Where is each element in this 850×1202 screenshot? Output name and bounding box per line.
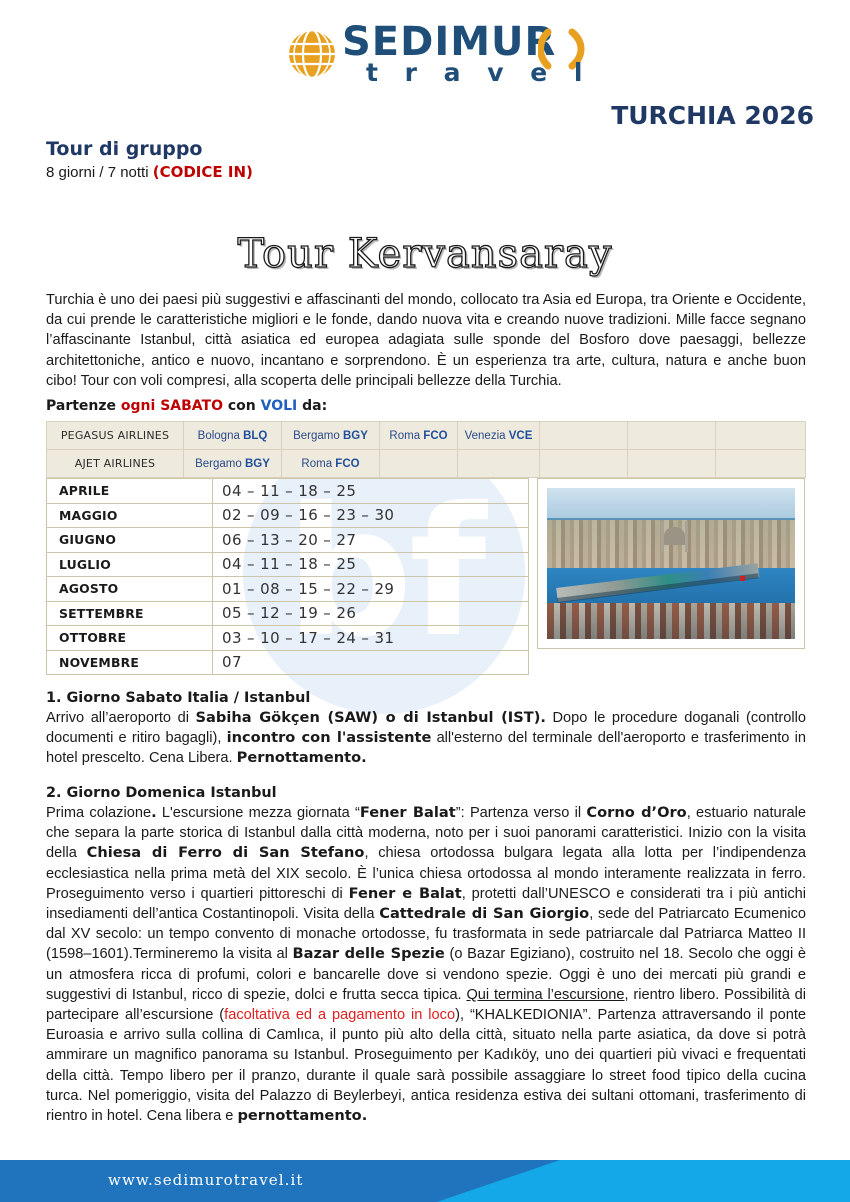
departure-month-row: NOVEMBRE 07 bbox=[46, 649, 529, 675]
tour-code: (CODICE IN) bbox=[152, 163, 253, 181]
departures-with: con bbox=[227, 398, 256, 414]
airline-empty-cell bbox=[379, 449, 458, 478]
month-name-cell: AGOSTO bbox=[46, 576, 213, 602]
photo-foreground-shade bbox=[547, 602, 795, 639]
departure-month-row: LUGLIO 04 – 11 – 18 – 25 bbox=[46, 551, 529, 577]
photo-mosque bbox=[656, 521, 693, 563]
airline-empty-cell bbox=[715, 449, 806, 478]
airline-empty-cell bbox=[539, 421, 628, 450]
day-1-section: 1. Giorno Sabato Italia / Istanbul Arriv… bbox=[46, 690, 806, 769]
departure-month-row: GIUGNO 06 – 13 – 20 – 27 bbox=[46, 527, 529, 553]
destination-year: TURCHIA 2026 bbox=[611, 101, 814, 130]
tour-duration: 8 giorni / 7 notti (CODICE IN) bbox=[46, 163, 253, 181]
month-days-cell: 02 – 09 – 16 – 23 – 30 bbox=[212, 502, 529, 528]
month-name-cell: APRILE bbox=[46, 478, 213, 504]
airline-empty-cell bbox=[539, 449, 628, 478]
photo-minaret-right bbox=[685, 521, 688, 552]
logo-wordmark: SEDIMUR bbox=[342, 19, 557, 65]
departures-label: Partenze ogni SABATO con VOLI da: bbox=[46, 398, 327, 414]
photo-flag bbox=[740, 575, 746, 581]
airline-empty-cell bbox=[715, 421, 806, 450]
page-footer: www.sedimurotravel.it bbox=[0, 1160, 850, 1202]
airline-route-cell: Roma FCO bbox=[379, 421, 458, 450]
month-name-cell: SETTEMBRE bbox=[46, 600, 213, 626]
month-days-cell: 07 bbox=[212, 649, 529, 675]
airline-route-cell: Bergamo BGY bbox=[183, 449, 282, 478]
month-name-cell: OTTOBRE bbox=[46, 625, 213, 651]
intro-paragraph: Turchia è uno dei paesi più suggestivi e… bbox=[46, 292, 806, 389]
airline-route-cell: Bologna BLQ bbox=[183, 421, 282, 450]
airline-empty-cell bbox=[457, 449, 540, 478]
departure-month-row: MAGGIO 02 – 09 – 16 – 23 – 30 bbox=[46, 502, 529, 528]
day-2-section: 2. Giorno Domenica Istanbul Prima colazi… bbox=[46, 785, 806, 1126]
globe-icon bbox=[286, 28, 338, 80]
airline-row: AJET AIRLINES Bergamo BGY Roma FCO bbox=[46, 449, 806, 478]
departures-day: ogni SABATO bbox=[120, 398, 223, 414]
day-1-title: 1. Giorno Sabato Italia / Istanbul bbox=[46, 690, 311, 706]
month-days-cell: 05 – 12 – 19 – 26 bbox=[212, 600, 529, 626]
month-days-cell: 01 – 08 – 15 – 22 – 29 bbox=[212, 576, 529, 602]
month-days-cell: 06 – 13 – 20 – 27 bbox=[212, 527, 529, 553]
departures-from: da: bbox=[302, 398, 328, 414]
month-name-cell: MAGGIO bbox=[46, 502, 213, 528]
duration-text: 8 giorni / 7 notti bbox=[46, 164, 149, 181]
departure-month-row: APRILE 04 – 11 – 18 – 25 bbox=[46, 478, 529, 504]
company-logo: SEDIMUR t r a v e l bbox=[286, 19, 606, 92]
departure-dates-table: APRILE 04 – 11 – 18 – 25 MAGGIO 02 – 09 – 1… bbox=[46, 478, 529, 675]
logo-tagline: t r a v e l bbox=[366, 58, 592, 87]
airline-empty-cell bbox=[627, 421, 716, 450]
photo-minaret-left bbox=[661, 521, 664, 552]
day-2-title: 2. Giorno Domenica Istanbul bbox=[46, 785, 277, 801]
departures-prefix: Partenze bbox=[46, 398, 117, 414]
istanbul-photo-frame bbox=[537, 478, 805, 649]
page-title: Tour Kervansaray bbox=[237, 230, 613, 277]
airline-route-cell: Roma FCO bbox=[281, 449, 380, 478]
month-days-cell: 04 – 11 – 18 – 25 bbox=[212, 551, 529, 577]
departure-month-row: SETTEMBRE 05 – 12 – 19 – 26 bbox=[46, 600, 529, 626]
departure-month-row: OTTOBRE 03 – 10 – 17 – 24 – 31 bbox=[46, 625, 529, 651]
month-name-cell: LUGLIO bbox=[46, 551, 213, 577]
departure-month-row: AGOSTO 01 – 08 – 15 – 22 – 29 bbox=[46, 576, 529, 602]
airline-route-cell: Bergamo BGY bbox=[281, 421, 380, 450]
photo-mosque-dome bbox=[664, 527, 686, 545]
website-url[interactable]: www.sedimurotravel.it bbox=[108, 1171, 304, 1189]
day-2-body: Prima colazione. L'escursione mezza gior… bbox=[46, 804, 807, 1125]
photo-sky bbox=[547, 488, 795, 522]
airlines-table: PEGASUS AIRLINES Bologna BLQ Bergamo BGY Ro… bbox=[46, 421, 806, 478]
airline-row: PEGASUS AIRLINES Bologna BLQ Bergamo BGY Ro… bbox=[46, 421, 806, 450]
day-1-body: Arrivo all’aeroporto di Sabiha Gökçen (S… bbox=[46, 709, 807, 767]
month-name-cell: GIUGNO bbox=[46, 527, 213, 553]
airline-carrier-cell: PEGASUS AIRLINES bbox=[46, 421, 184, 450]
orange-arc-icon bbox=[538, 28, 585, 70]
departures-flights: VOLI bbox=[260, 398, 298, 414]
airline-carrier-cell: AJET AIRLINES bbox=[46, 449, 184, 478]
photo-foreground-buildings bbox=[547, 602, 795, 639]
month-days-cell: 04 – 11 – 18 – 25 bbox=[212, 478, 529, 504]
istanbul-photo bbox=[547, 488, 795, 639]
airline-empty-cell bbox=[627, 449, 716, 478]
month-name-cell: NOVEMBRE bbox=[46, 649, 213, 675]
tour-type: Tour di gruppo bbox=[46, 138, 203, 160]
month-days-cell: 03 – 10 – 17 – 24 – 31 bbox=[212, 625, 529, 651]
airline-route-cell: Venezia VCE bbox=[457, 421, 540, 450]
